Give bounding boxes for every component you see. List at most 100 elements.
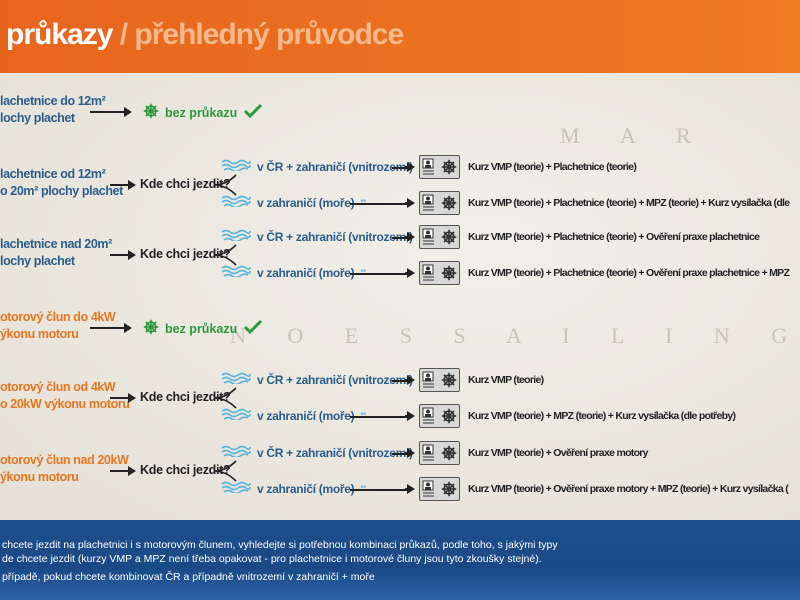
required-courses: Kurz VMP (teorie) + Plachetnice (teorie)… [468, 231, 760, 243]
option-text: v ČR + zahraničí (vnitrozemí) [257, 372, 413, 387]
label-line: lachetnice nad 20m² [0, 237, 112, 251]
option-inland: v ČR + zahraničí (vnitrozemí) [221, 229, 413, 244]
vessel-label: lachetnice nad 20m² lochy plachet [0, 236, 112, 270]
vessel-label: otorový člun od 4kW o 20kW výkonu motoru [0, 379, 130, 413]
waves-icon [221, 195, 251, 210]
license-card-icon [419, 404, 460, 428]
vessel-label: otorový člun nad 20kW ýkonu motoru [0, 452, 129, 486]
connector-line [350, 416, 410, 418]
footnote-mark: ** [360, 198, 366, 207]
waves-icon [221, 481, 251, 496]
title-main: průkazy [6, 18, 113, 51]
option-text: v ČR + zahraničí (vnitrozemí) [257, 159, 413, 174]
license-card-icon [419, 441, 460, 465]
footer-line: de chcete jezdit (kurzy VMP a MPZ není t… [2, 553, 542, 565]
arrow [90, 323, 132, 333]
license-card-icon [419, 368, 460, 392]
option-sea: v zahraničí (moře) ** [221, 408, 366, 423]
license-card-icon [419, 225, 460, 249]
map-word: N O E S S A I L I N G [230, 323, 800, 348]
question: Kde chci jezdit? [140, 390, 231, 404]
waves-icon [221, 265, 251, 280]
vessel-label: lachetnice od 12m² o 20m² plochy plachet [0, 166, 123, 200]
required-courses: Kurz VMP (teorie) + MPZ (teorie) + Kurz … [468, 410, 736, 422]
header: průkazy / přehledný průvodce [0, 0, 800, 73]
waves-icon [221, 445, 251, 460]
footer-line: případě, pokud chcete kombinovat ČR a př… [2, 571, 375, 583]
footer-note: chcete jezdit na plachetnici i s motorov… [0, 520, 800, 600]
option-text: v zahraničí (moře) [257, 481, 355, 496]
label-line: lochy plachet [0, 254, 75, 268]
connector-line [392, 167, 410, 169]
arrow [405, 375, 415, 385]
option-sea: v zahraničí (moře) ** [221, 481, 366, 496]
label-line: otorový člun do 4kW [0, 310, 116, 324]
page-subtitle: / přehledný průvodce [119, 18, 404, 51]
waves-icon [221, 229, 251, 244]
license-card-icon [419, 477, 460, 501]
required-courses: Kurz VMP (teorie) + Ověření praxe motory [468, 447, 649, 459]
map-background: M A R N O E S S A I L I N G [0, 73, 800, 520]
connector-line [392, 380, 410, 382]
arrow [405, 411, 415, 421]
arrow [405, 484, 415, 494]
required-courses: Kurz VMP (teorie) + Plachetnice (teorie) [468, 161, 637, 173]
waves-icon [221, 159, 251, 174]
no-license: bez průkazu [143, 319, 263, 338]
question: Kde chci jezdit? [140, 463, 231, 477]
option-sea: v zahraničí (moře) ** [221, 265, 366, 280]
required-courses: Kurz VMP (teorie) + Ověření praxe motory… [468, 483, 789, 495]
fork-icon [214, 244, 237, 266]
arrow [405, 162, 415, 172]
fork-icon [214, 387, 237, 409]
label-line: otorový člun od 4kW [0, 380, 116, 394]
license-card-icon [419, 261, 460, 285]
arrow [110, 250, 136, 260]
arrow [110, 180, 136, 190]
arrow [110, 393, 136, 403]
map-word: M A R [560, 123, 709, 148]
label-line: o 20kW výkonu motoru [0, 397, 130, 411]
label-line: otorový člun nad 20kW [0, 453, 129, 467]
helm-wheel-icon [143, 319, 159, 338]
label-line: lachetnice od 12m² [0, 167, 106, 181]
vessel-label: otorový člun do 4kW ýkonu motoru [0, 309, 116, 343]
option-text: v ČR + zahraničí (vnitrozemí) [257, 229, 413, 244]
required-courses: Kurz VMP (teorie) + Plachetnice (teorie)… [468, 197, 790, 209]
option-inland: v ČR + zahraničí (vnitrozemí) [221, 159, 413, 174]
helm-wheel-icon [143, 103, 159, 122]
option-inland: v ČR + zahraničí (vnitrozemí) [221, 372, 413, 387]
connector-line [392, 237, 410, 239]
waves-icon [221, 372, 251, 387]
checkmark-icon [243, 319, 263, 338]
option-text: v zahraničí (moře) [257, 195, 355, 210]
footnote-mark: ** [360, 484, 366, 493]
question: Kde chci jezdit? [140, 247, 231, 261]
label-line: o 20m² plochy plachet [0, 184, 123, 198]
arrow [90, 107, 132, 117]
question: Kde chci jezdit? [140, 177, 231, 191]
vessel-label: lachetnice do 12m² lochy plachet [0, 93, 106, 127]
fork-icon [214, 460, 237, 482]
waves-icon [221, 408, 251, 423]
footer-line: chcete jezdit na plachetnici i s motorov… [2, 539, 558, 551]
license-card-icon [419, 191, 460, 215]
option-text: v zahraničí (moře) [257, 408, 355, 423]
label-line: ýkonu motoru [0, 470, 79, 484]
option-text: v zahraničí (moře) [257, 265, 355, 280]
option-sea: v zahraničí (moře) ** [221, 195, 366, 210]
arrow [110, 466, 136, 476]
label-line: lochy plachet [0, 111, 75, 125]
arrow [405, 268, 415, 278]
footnote-mark: ** [360, 411, 366, 420]
connector-line [350, 203, 410, 205]
connector-line [350, 489, 410, 491]
checkmark-icon [243, 103, 263, 122]
no-license-text: bez průkazu [165, 105, 238, 120]
connector-line [392, 453, 410, 455]
required-courses: Kurz VMP (teorie) + Plachetnice (teorie)… [468, 267, 790, 279]
label-line: lachetnice do 12m² [0, 94, 106, 108]
license-card-icon [419, 155, 460, 179]
fork-icon [214, 174, 237, 196]
required-courses: Kurz VMP (teorie) [468, 374, 544, 386]
